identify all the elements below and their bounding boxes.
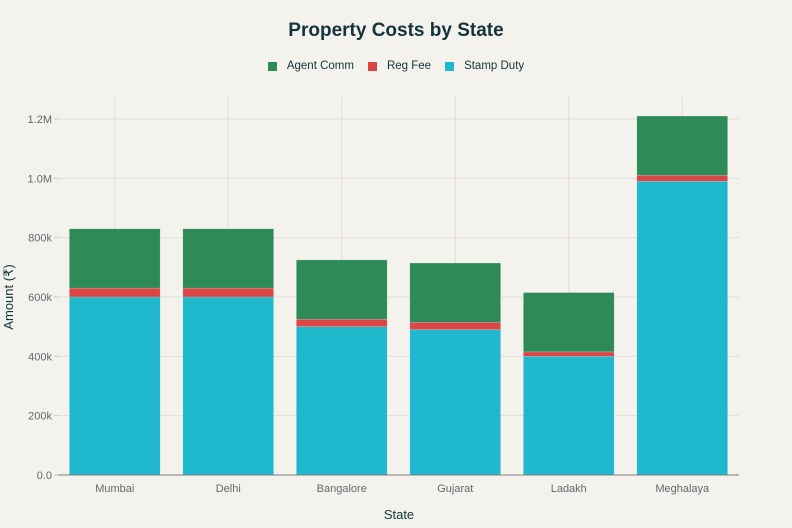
bar-segment-stamp-duty[interactable] xyxy=(409,329,501,476)
bar-segment-agent-comm[interactable] xyxy=(409,262,501,323)
bar-segment-stamp-duty[interactable] xyxy=(636,181,728,476)
bar-segment-agent-comm[interactable] xyxy=(182,228,274,289)
chart-title: Property Costs by State xyxy=(288,20,504,41)
bar-segment-stamp-duty[interactable] xyxy=(69,296,161,476)
y-tick-label: 0.0 xyxy=(37,470,52,482)
legend-item[interactable]: Stamp Duty xyxy=(445,60,524,72)
y-tick-label: 200k xyxy=(28,411,52,423)
bar-segment-reg-fee[interactable] xyxy=(523,351,615,357)
bar-segment-agent-comm[interactable] xyxy=(636,115,728,176)
bar-segment-reg-fee[interactable] xyxy=(69,287,161,298)
bar-segment-agent-comm[interactable] xyxy=(523,292,615,353)
bar-segment-agent-comm[interactable] xyxy=(69,228,161,289)
bar-segment-reg-fee[interactable] xyxy=(182,287,274,298)
y-tick-label: 1.2M xyxy=(28,114,52,126)
y-tick-label: 600k xyxy=(28,292,52,304)
bar-segment-agent-comm[interactable] xyxy=(296,259,388,320)
legend-swatch xyxy=(445,61,455,71)
legend-item[interactable]: Agent Comm xyxy=(267,60,354,72)
y-axis-title: Amount (₹) xyxy=(1,264,16,329)
x-tick-label: Mumbai xyxy=(95,483,134,495)
legend: Agent Comm Reg Fee Stamp Duty xyxy=(0,60,792,72)
y-tick-label: 1.0M xyxy=(28,173,52,185)
x-tick-label: Meghalaya xyxy=(655,483,710,495)
legend-label: Agent Comm xyxy=(286,60,354,72)
x-tick-label: Ladakh xyxy=(551,483,587,495)
legend-swatch xyxy=(267,61,277,71)
y-tick-label: 400k xyxy=(28,351,52,363)
bar-segment-reg-fee[interactable] xyxy=(296,319,388,327)
bar-segment-stamp-duty[interactable] xyxy=(182,296,274,476)
x-tick-label: Delhi xyxy=(216,483,241,495)
bar-segment-stamp-duty[interactable] xyxy=(296,326,388,476)
legend-item[interactable]: Reg Fee xyxy=(367,60,432,72)
y-tick-label: 800k xyxy=(28,233,52,245)
bar-segment-reg-fee[interactable] xyxy=(636,175,728,182)
legend-label: Stamp Duty xyxy=(464,60,525,72)
bar-segment-stamp-duty[interactable] xyxy=(523,356,615,476)
x-tick-label: Bangalore xyxy=(317,483,367,495)
x-tick-label: Gujarat xyxy=(437,483,473,495)
legend-swatch xyxy=(367,61,377,71)
x-axis-title: State xyxy=(384,507,414,522)
legend-label: Reg Fee xyxy=(386,60,432,72)
bar-segment-reg-fee[interactable] xyxy=(409,322,501,330)
